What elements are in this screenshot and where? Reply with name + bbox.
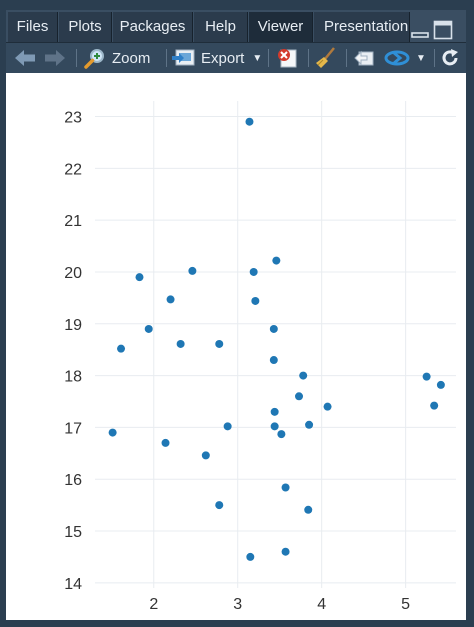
x-tick-label: 3 [233,596,242,613]
data-point [215,339,224,348]
data-point [269,324,278,333]
data-point [251,296,260,305]
tab-plots[interactable]: Plots [59,12,112,42]
tab-files-label: Files [16,18,49,35]
data-point [245,117,254,126]
toolbar-separator [76,49,77,67]
tab-plots-label: Plots [68,18,102,35]
data-point [161,438,170,447]
tab-packages-label: Packages [119,18,186,35]
data-point [272,256,281,265]
y-tick-label: 21 [64,213,82,230]
data-point [281,483,290,492]
data-point [249,267,258,276]
refresh-icon[interactable] [440,43,462,73]
minimize-pane-icon[interactable] [411,22,429,40]
data-point [270,422,279,431]
x-tick-label: 4 [317,596,326,613]
data-point [305,420,314,429]
y-tick-label: 16 [64,472,82,489]
export-button[interactable]: Export ▼ [172,43,263,73]
data-point [299,371,308,380]
y-tick-label: 15 [64,524,82,541]
zoom-icon [84,47,106,69]
data-point [295,392,304,401]
export-label: Export [201,49,245,67]
data-point [277,430,286,439]
viewer-toolbar: Zoom Export ▼ ▼ [6,43,466,74]
data-point [144,324,153,333]
y-tick-label: 19 [64,317,82,334]
tab-packages[interactable]: Packages [113,12,193,42]
publish-button[interactable]: ▼ [384,43,430,73]
data-point [188,266,197,275]
toolbar-separator [434,49,435,67]
data-point [422,372,431,381]
data-point [270,407,279,416]
data-point [430,401,439,410]
data-point [323,402,332,411]
export-icon [172,48,196,68]
tab-files[interactable]: Files [8,12,58,42]
data-point [269,356,278,365]
toolbar-separator [308,49,309,67]
chevron-down-icon: ▼ [252,52,263,64]
toolbar-separator [346,49,347,67]
data-point [108,428,117,437]
tab-presentation[interactable]: Presentation [314,12,410,42]
data-point [223,422,232,431]
tab-viewer-label: Viewer [257,18,304,35]
broom-clear-icon[interactable] [314,43,340,73]
zoom-label: Zoom [112,49,151,67]
chevron-down-icon: ▼ [416,52,426,64]
zoom-button[interactable]: Zoom [84,43,160,73]
y-tick-label: 23 [64,110,82,127]
back-arrow-icon[interactable] [14,43,38,73]
x-tick-label: 2 [149,596,158,613]
tab-help-label: Help [205,18,236,35]
y-tick-label: 20 [64,265,82,282]
viewer-content: 14 15 16 17 18 19 20 21 22 23 2 3 4 5 [6,73,466,620]
y-tick-label: 17 [64,420,82,437]
data-point [436,380,445,389]
toolbar-separator [268,49,269,67]
x-tick-label: 5 [401,596,410,613]
tab-presentation-label: Presentation [324,18,409,35]
data-point [135,273,144,282]
data-point [246,552,255,561]
data-point [166,295,175,304]
data-point [117,344,126,353]
publish-icon [384,47,410,69]
data-point [176,339,185,348]
data-point [281,547,290,556]
forward-arrow-icon[interactable] [44,43,68,73]
pane-tab-bar: Files Plots Packages Help Viewer Present… [6,10,466,43]
data-point [215,501,224,510]
tab-viewer[interactable]: Viewer [249,12,313,42]
remove-viewer-icon[interactable] [276,43,300,73]
maximize-pane-icon[interactable] [433,20,453,40]
data-point [304,505,313,514]
data-point [201,451,210,460]
y-tick-label: 22 [64,161,82,178]
y-tick-label: 18 [64,369,82,386]
tab-help[interactable]: Help [194,12,248,42]
y-tick-label: 14 [64,576,82,593]
popout-window-icon[interactable] [353,43,377,73]
toolbar-separator [166,49,167,67]
